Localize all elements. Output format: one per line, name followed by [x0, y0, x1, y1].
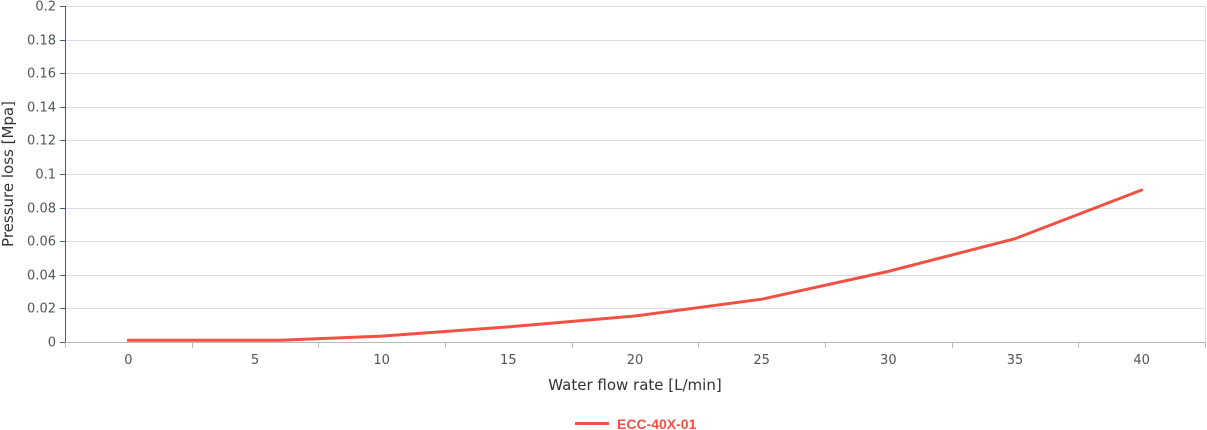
y-tick-label: 0.02	[27, 302, 56, 317]
x-tick-label: 30	[880, 353, 897, 368]
x-tick-label: 20	[627, 353, 644, 368]
y-tick-label: 0.12	[27, 134, 56, 149]
series-lines	[126, 188, 1144, 342]
x-tick-label: 25	[753, 353, 770, 368]
x-tick-label: 10	[373, 353, 390, 368]
y-tick-label: 0.08	[27, 202, 56, 217]
y-tick-label: 0.14	[27, 101, 56, 116]
x-tick-labels: 0 5 10 15 20 25 30 35 40	[124, 353, 1150, 368]
y-tick-label: 0.1	[35, 168, 56, 183]
series-line	[126, 188, 1144, 342]
y-tick-label: 0.16	[27, 67, 56, 82]
y-tick-label: 0.2	[35, 0, 56, 15]
x-axis-title: Water flow rate [L/min]	[548, 376, 721, 394]
gridlines	[65, 6, 1206, 342]
y-axis-title: Pressure loss [Mpa]	[0, 101, 17, 247]
x-tick-label: 15	[500, 353, 517, 368]
x-tick-label: 5	[251, 353, 259, 368]
y-tick-label: 0	[48, 336, 56, 351]
x-tick-label: 35	[1007, 353, 1024, 368]
legend: ECC-40X-01	[575, 416, 697, 430]
y-tick-labels: 0 0.02 0.04 0.06 0.08 0.1 0.12 0.14 0.16 0.18 0.2	[27, 0, 56, 351]
y-tick-label: 0.04	[27, 269, 56, 284]
y-tick-label: 0.06	[27, 235, 56, 250]
axes	[60, 6, 1206, 348]
y-tick-label: 0.18	[27, 34, 56, 49]
x-tick-label: 40	[1133, 353, 1150, 368]
x-tick-label: 0	[124, 353, 132, 368]
legend-label-ecc-40x-01: ECC-40X-01	[617, 416, 697, 430]
